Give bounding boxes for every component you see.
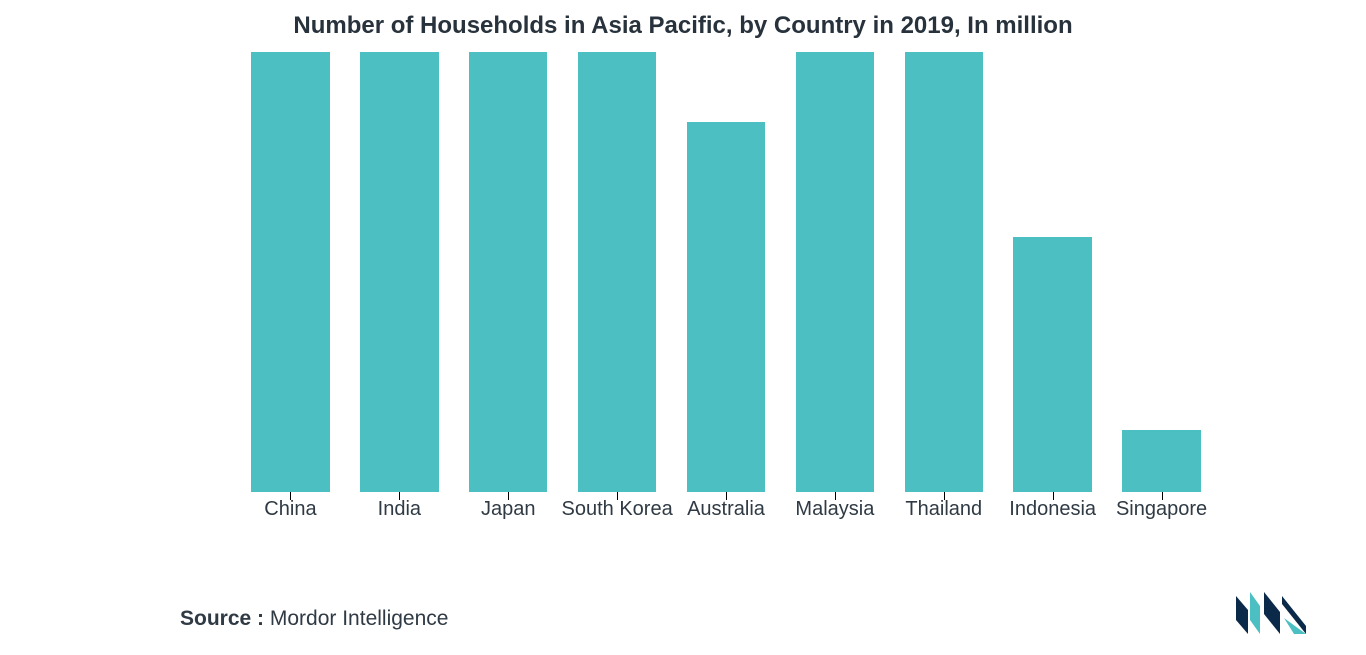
x-axis-label: Thailand xyxy=(905,498,982,521)
bar-slot xyxy=(251,52,329,492)
bar xyxy=(796,52,874,492)
x-axis-label: Malaysia xyxy=(795,498,874,521)
bar xyxy=(1013,237,1091,492)
bar xyxy=(360,52,438,492)
bar-slot xyxy=(1013,52,1091,492)
bar-slot xyxy=(796,52,874,492)
bar-slot xyxy=(687,52,765,492)
bar-slot xyxy=(469,52,547,492)
x-axis-label: Australia xyxy=(687,498,765,521)
x-axis-labels: China India Japan South Korea Australia Malay… xyxy=(236,492,1216,532)
bar xyxy=(1122,430,1200,492)
x-axis-label: China xyxy=(264,498,316,521)
bar xyxy=(905,52,983,492)
x-axis-label: India xyxy=(378,498,421,521)
mordor-logo xyxy=(1236,592,1306,639)
bar xyxy=(251,52,329,492)
x-axis-label: Indonesia xyxy=(1009,498,1096,521)
bar-slot xyxy=(1122,52,1200,492)
bar xyxy=(469,52,547,492)
mordor-logo-svg xyxy=(1236,592,1306,634)
bar xyxy=(578,52,656,492)
source-name: Mordor Intelligence xyxy=(270,607,449,630)
chart-plot-area: ChinaIndiaJapanSouth KoreaAustraliaMalay… xyxy=(236,52,1216,492)
bar-slot xyxy=(578,52,656,492)
bar-slot xyxy=(905,52,983,492)
plot xyxy=(236,52,1216,492)
source-label: Source : xyxy=(180,607,264,630)
bar xyxy=(687,122,765,492)
x-axis-label: Singapore xyxy=(1116,498,1207,521)
bar-slot xyxy=(360,52,438,492)
source-attribution: Source : Mordor Intelligence xyxy=(180,607,448,631)
chart-container: Number of Households in Asia Pacific, by… xyxy=(0,0,1366,655)
x-axis-label: Japan xyxy=(481,498,536,521)
chart-title: Number of Households in Asia Pacific, by… xyxy=(40,12,1326,40)
x-axis-label: South Korea xyxy=(562,498,673,521)
